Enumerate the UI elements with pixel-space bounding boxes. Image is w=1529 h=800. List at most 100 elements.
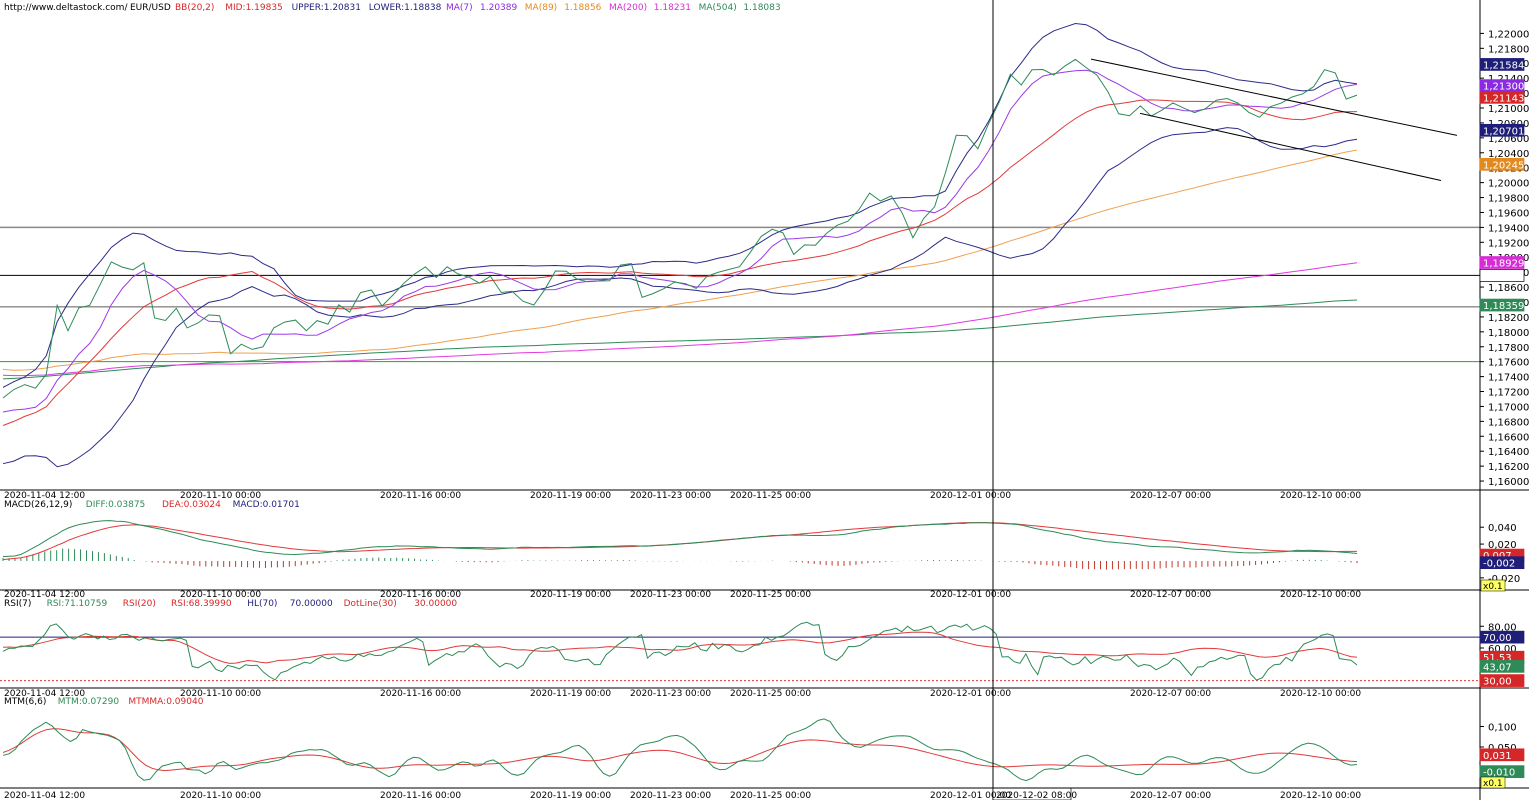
main-xlabel-8: 2020-12-10 00:00 [1280, 491, 1361, 501]
trendline-1 [1139, 112, 1442, 182]
main-tick-label-14: 1,19200 [1488, 238, 1529, 249]
main-tick-label-22: 1,17600 [1488, 358, 1529, 369]
main-badge-1: 1,21300 [1479, 79, 1524, 93]
series-ma504 [2, 299, 1358, 380]
mtm-badge-0-text: 0,031 [1483, 751, 1512, 762]
main-xlabel-5: 2020-11-25 00:00 [730, 491, 811, 501]
main-tick-label-8: 1,20400 [1488, 149, 1529, 160]
main-tick-label-0: 1,22000 [1488, 29, 1529, 40]
macd-scale-badge-box [1480, 579, 1506, 592]
legend-indicators: BB(20,2) MID:1.19835 UPPER:1.20831 LOWER:1.… [175, 3, 781, 13]
rsi-xlabel-6: 2020-12-01 00:00 [930, 689, 1011, 699]
trendline-0 [1090, 58, 1458, 136]
main-badge-2: 1,21143 [1479, 90, 1524, 104]
macd-legend-3: MACD:0.01701 [233, 500, 300, 510]
macd-scale-badge: x0.1 [1480, 579, 1506, 592]
macd-tick-label-0: 0,040 [1488, 523, 1517, 534]
main-tick-label-23: 1,17400 [1488, 373, 1529, 384]
main-tick-label-28: 1,16400 [1488, 447, 1529, 458]
main-xlabel-0: 2020-11-04 12:00 [4, 491, 85, 501]
main-badge-3: 1,20701 [1479, 123, 1524, 137]
main-badge-7-text: 1,18359 [1483, 301, 1524, 312]
mtm-legend-0: MTM(6,6) [4, 697, 46, 707]
series-price [2, 58, 1358, 399]
rsi-badge-0: 70,00 [1479, 630, 1525, 644]
series-bb_mid [2, 99, 1358, 426]
main-badge-4-text: 1,20245 [1483, 160, 1524, 171]
rsi-xlabel-2: 2020-11-16 00:00 [380, 689, 461, 699]
mtm-line [2, 718, 1358, 782]
main-xlabel-6: 2020-12-01 00:00 [930, 491, 1011, 501]
rsi-badge-3-text: 30,00 [1483, 677, 1512, 688]
main-tick-label-12: 1,19600 [1488, 208, 1529, 219]
trend-channel [1090, 58, 1458, 182]
main-tick-label-24: 1,17200 [1488, 388, 1529, 399]
mtm-badge-1: -0,010 [1479, 765, 1525, 779]
mtm-xlabel-2: 2020-11-16 00:00 [380, 791, 461, 800]
legend-item-5: 1.20389 [480, 3, 517, 13]
mtm-xlabel-3: 2020-11-19 00:00 [530, 791, 611, 800]
main-tick-label-20: 1,18000 [1488, 328, 1529, 339]
rsi-legend-0: RSI(7) [4, 599, 31, 609]
macd-legend-1: DIFF:0.03875 [86, 500, 146, 510]
legend-item-3: LOWER:1.18838 [369, 3, 442, 13]
mtm-xlabel-5: 2020-11-25 00:00 [730, 791, 811, 800]
legend-item-2: UPPER:1.20831 [292, 3, 361, 13]
main-badge-4: 1,20245 [1479, 157, 1524, 171]
series-ma200 [2, 262, 1358, 377]
rsi-xlabel-5: 2020-11-25 00:00 [730, 689, 811, 699]
macd-tick-label-2: -0,020 [1488, 574, 1520, 585]
macd-xlabel-6: 2020-12-01 00:00 [930, 590, 1011, 600]
macd-xlabel-3: 2020-11-19 00:00 [530, 590, 611, 600]
legend-item-11: 1.18083 [743, 3, 780, 13]
rsi-xlabel-4: 2020-11-23 00:00 [630, 689, 711, 699]
rsi-badge-0-text: 70,00 [1483, 633, 1512, 644]
main-tick-label-7: 1,20600 [1488, 134, 1529, 145]
macd-xlabel-5: 2020-11-25 00:00 [730, 590, 811, 600]
legend-item-7: 1.18856 [564, 3, 601, 13]
macd-legend-2: DEA:0.03024 [162, 500, 221, 510]
main-badge-6-text: 1,18757 [1483, 271, 1524, 282]
legend-item-10: MA(504) [699, 3, 737, 13]
main-badge-0: 1,21584 [1479, 58, 1525, 71]
main-legend: http://www.deltastock.com/ EUR/USD BB(20… [4, 3, 781, 13]
macd-badge-1-box [1479, 556, 1525, 570]
mtm-scale-badge-box [1480, 776, 1506, 789]
series-ma89 [2, 149, 1358, 371]
main-tick-label-13: 1,19400 [1488, 223, 1529, 234]
macd-scale-badge-text: x0.1 [1483, 582, 1503, 592]
main-badge-2-text: 1,21143 [1483, 93, 1524, 104]
main-badge-5-text: 1,18929 [1483, 259, 1524, 270]
macd-xlabel-8: 2020-12-10 00:00 [1280, 590, 1361, 600]
main-badge-0-box [1479, 58, 1525, 71]
macd-badge-1: -0,002 [1479, 556, 1525, 570]
main-xlabel-4: 2020-11-23 00:00 [630, 491, 711, 501]
macd-badge-1-text: -0,002 [1483, 559, 1515, 570]
main-xlabel-7: 2020-12-07 00:00 [1130, 491, 1211, 501]
rsi-legend-7: 30.00000 [414, 599, 457, 609]
main-horizontal-levels [0, 226, 1480, 363]
rsi-xlabel-1: 2020-11-10 00:00 [180, 689, 261, 699]
main-xlabel-2: 2020-11-16 00:00 [380, 491, 461, 501]
macd-xlabel-7: 2020-12-07 00:00 [1130, 590, 1211, 600]
legend-item-8: MA(200) [609, 3, 647, 13]
main-tick-label-11: 1,19800 [1488, 194, 1529, 205]
macd-tick-label-1: 0,020 [1488, 540, 1517, 551]
rsi-xlabel-3: 2020-11-19 00:00 [530, 689, 611, 699]
rsi-badge-3-box [1479, 674, 1525, 687]
legend-item-4: MA(7) [446, 3, 473, 13]
macd-pane: MACD(26,12,9) DIFF:0.03875 DEA:0.03024 MACD… [2, 500, 1358, 570]
mtmma-line [2, 728, 1358, 772]
legend-url: http://www.deltastock.com/ [4, 3, 128, 13]
rsi-xlabel-7: 2020-12-07 00:00 [1130, 689, 1211, 699]
mtm-badge-1-text: -0,010 [1483, 768, 1515, 779]
rsi-xlabel-8: 2020-12-10 00:00 [1280, 689, 1361, 699]
mtm-legend-2: MTMMA:0.09040 [128, 697, 203, 707]
legend-item-0: BB(20,2) [175, 3, 214, 13]
legend-symbol: EUR/USD [130, 3, 171, 13]
rsi-tick-label-1: 60,00 [1488, 644, 1517, 655]
crosshair-label-text: 2020-12-02 08:00 [996, 791, 1077, 800]
rsi-badge-3: 30,00 [1479, 674, 1525, 688]
macd-xlabel-1: 2020-11-10 00:00 [180, 590, 261, 600]
